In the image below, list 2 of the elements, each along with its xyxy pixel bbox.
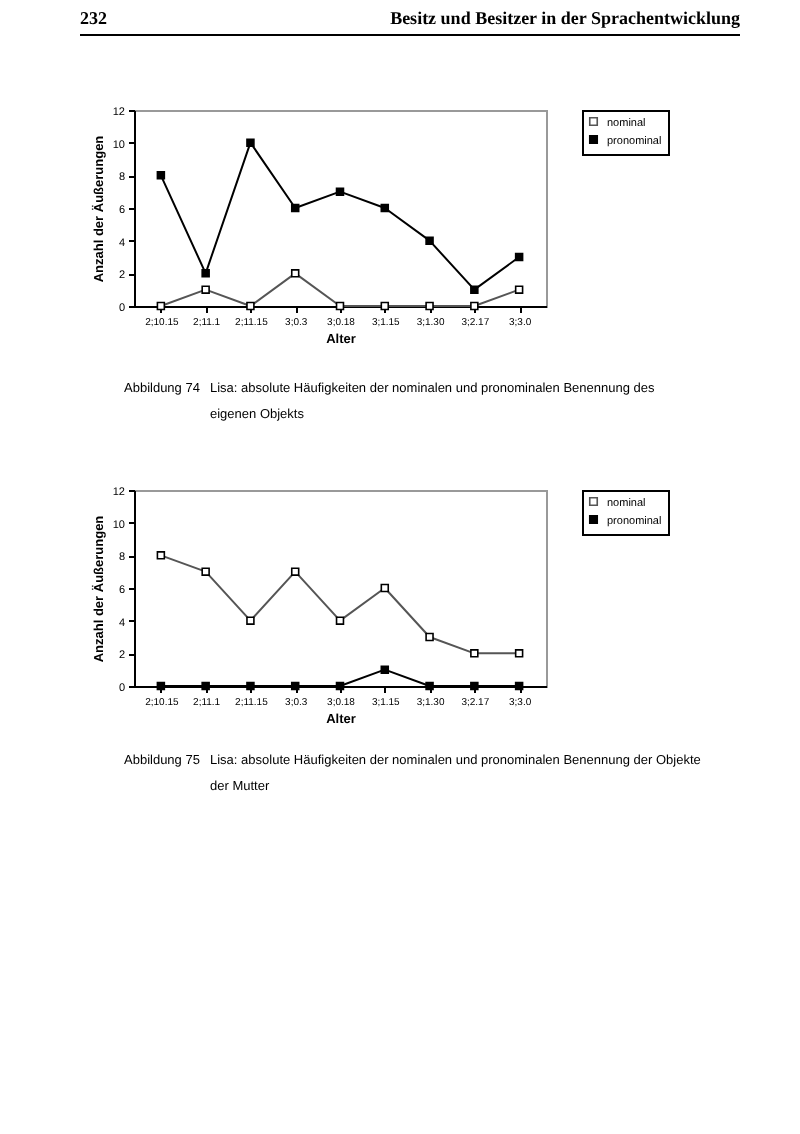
- text: 232: [80, 8, 107, 28]
- text: Besitz und Besitzer in der Sprachentwicklung: [390, 8, 740, 28]
